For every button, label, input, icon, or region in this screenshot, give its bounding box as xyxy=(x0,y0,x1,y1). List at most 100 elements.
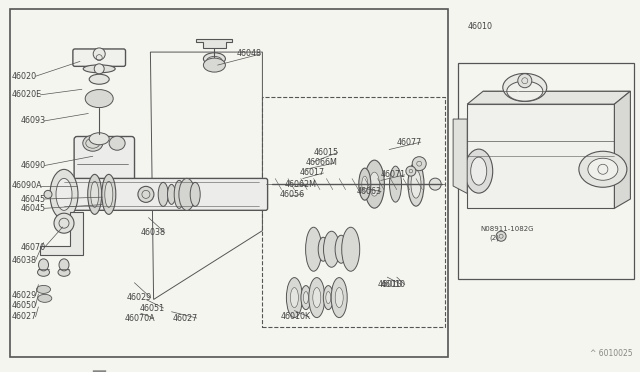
Text: 46045: 46045 xyxy=(20,204,45,213)
Text: 46010: 46010 xyxy=(381,280,406,289)
Bar xyxy=(458,63,634,279)
FancyBboxPatch shape xyxy=(59,179,268,210)
Ellipse shape xyxy=(38,294,52,302)
Text: 46020E: 46020E xyxy=(12,90,42,99)
Ellipse shape xyxy=(58,268,70,276)
Circle shape xyxy=(44,190,52,198)
Ellipse shape xyxy=(364,160,385,208)
Text: 46010K: 46010K xyxy=(280,312,310,321)
Ellipse shape xyxy=(335,235,347,263)
Ellipse shape xyxy=(50,169,78,219)
Ellipse shape xyxy=(88,174,102,214)
Text: 46020: 46020 xyxy=(12,72,36,81)
Ellipse shape xyxy=(204,53,225,65)
Ellipse shape xyxy=(206,57,223,66)
Text: 46070A: 46070A xyxy=(125,314,156,323)
Ellipse shape xyxy=(313,288,321,308)
Ellipse shape xyxy=(168,185,175,204)
Text: 46048: 46048 xyxy=(237,49,262,58)
Ellipse shape xyxy=(85,90,113,108)
Ellipse shape xyxy=(89,133,109,145)
Ellipse shape xyxy=(318,237,328,261)
Text: 46066M: 46066M xyxy=(306,158,338,167)
Text: 46038: 46038 xyxy=(12,256,36,265)
Ellipse shape xyxy=(326,292,331,304)
FancyBboxPatch shape xyxy=(74,137,134,183)
Text: 46029: 46029 xyxy=(12,291,36,300)
Ellipse shape xyxy=(59,259,69,271)
Ellipse shape xyxy=(83,135,103,151)
Circle shape xyxy=(92,90,108,107)
Ellipse shape xyxy=(335,288,343,308)
Ellipse shape xyxy=(359,168,371,200)
Text: 46027: 46027 xyxy=(173,314,198,323)
Ellipse shape xyxy=(369,172,380,196)
Text: 46077: 46077 xyxy=(397,138,422,147)
Text: 46063: 46063 xyxy=(357,187,382,196)
Circle shape xyxy=(54,213,74,233)
Ellipse shape xyxy=(303,292,308,304)
Ellipse shape xyxy=(408,162,424,206)
Text: 46010: 46010 xyxy=(378,280,403,289)
Bar xyxy=(10,9,448,357)
Ellipse shape xyxy=(465,149,493,193)
Text: (2): (2) xyxy=(490,235,499,241)
Text: 46010: 46010 xyxy=(467,22,492,31)
Text: 46017: 46017 xyxy=(300,169,324,177)
Ellipse shape xyxy=(105,182,113,207)
Ellipse shape xyxy=(332,278,348,318)
Ellipse shape xyxy=(588,158,618,180)
Ellipse shape xyxy=(429,178,441,190)
Bar xyxy=(262,97,445,327)
Text: 46050: 46050 xyxy=(12,301,36,310)
Ellipse shape xyxy=(38,268,49,276)
Ellipse shape xyxy=(179,178,195,211)
Text: 46027: 46027 xyxy=(12,312,36,321)
Ellipse shape xyxy=(138,186,154,202)
Ellipse shape xyxy=(91,182,99,207)
Text: N08911-1082G: N08911-1082G xyxy=(480,226,534,232)
Ellipse shape xyxy=(323,231,339,267)
Circle shape xyxy=(518,74,532,88)
Ellipse shape xyxy=(323,286,333,310)
Ellipse shape xyxy=(89,74,109,84)
Text: 46029: 46029 xyxy=(127,293,152,302)
Polygon shape xyxy=(453,119,467,193)
Text: 46090A: 46090A xyxy=(12,182,42,190)
Ellipse shape xyxy=(411,170,421,198)
Ellipse shape xyxy=(56,178,72,211)
Text: 46045: 46045 xyxy=(20,195,45,203)
Ellipse shape xyxy=(287,278,303,318)
Text: 46062M: 46062M xyxy=(285,180,317,189)
Bar xyxy=(51,182,67,206)
Circle shape xyxy=(496,231,506,241)
Ellipse shape xyxy=(190,182,200,206)
Circle shape xyxy=(94,64,104,74)
Ellipse shape xyxy=(102,174,116,214)
Text: 46015: 46015 xyxy=(314,148,339,157)
Bar xyxy=(262,97,445,327)
Text: 46071: 46071 xyxy=(381,170,406,179)
Text: 46056: 46056 xyxy=(280,190,305,199)
Ellipse shape xyxy=(507,81,543,101)
Text: ^ 6010025: ^ 6010025 xyxy=(589,349,632,358)
Ellipse shape xyxy=(342,227,360,271)
Ellipse shape xyxy=(503,73,547,102)
Text: 46090: 46090 xyxy=(20,161,45,170)
Ellipse shape xyxy=(406,166,416,176)
Polygon shape xyxy=(467,104,614,208)
Ellipse shape xyxy=(158,182,168,206)
Polygon shape xyxy=(614,91,630,208)
Ellipse shape xyxy=(204,58,225,72)
Polygon shape xyxy=(196,39,232,48)
Ellipse shape xyxy=(109,136,125,150)
Ellipse shape xyxy=(301,286,311,310)
Text: 46051: 46051 xyxy=(140,304,164,312)
Ellipse shape xyxy=(174,180,184,208)
Ellipse shape xyxy=(579,151,627,187)
Circle shape xyxy=(93,48,105,60)
Polygon shape xyxy=(40,212,83,255)
Ellipse shape xyxy=(83,65,115,73)
Ellipse shape xyxy=(362,176,368,192)
Text: 46093: 46093 xyxy=(20,116,45,125)
